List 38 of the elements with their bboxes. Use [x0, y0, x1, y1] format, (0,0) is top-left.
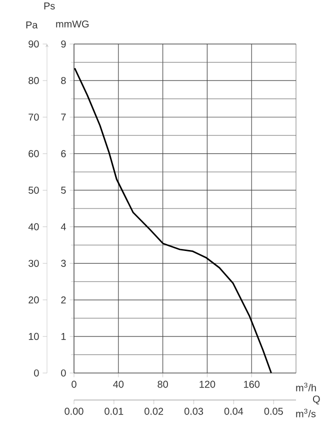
y-tick-label: 9 — [61, 40, 66, 48]
y2-tick-label: 60 — [28, 150, 39, 158]
y-tick-label: 8 — [61, 77, 66, 84]
x2-tick-label: 0.00 — [64, 408, 84, 415]
y-axis-title: mmWG — [56, 20, 89, 28]
y2-tick-label: 10 — [28, 332, 39, 340]
x2-axis-title: m$^{3}$/s — [296, 408, 316, 418]
line-series — [74, 67, 272, 374]
y2-tick-label: 0 — [34, 369, 39, 377]
y2-tick-label: 50 — [28, 186, 39, 194]
x-tick-label: 160 — [244, 380, 260, 388]
x2-tick-label: 0.04 — [224, 408, 244, 415]
y-tick-label: 1 — [61, 333, 66, 340]
x-tick-label: 40 — [113, 380, 124, 388]
y2-tick-label: 20 — [28, 296, 39, 304]
y-tick-label: 6 — [61, 150, 66, 158]
y2-tick-label: 70 — [28, 114, 39, 121]
y-tick-label: 4 — [60, 223, 66, 230]
y2-tick-label: 30 — [28, 260, 39, 267]
x2-tick-label: 0.01 — [104, 408, 124, 415]
y2-axis-title: Pa — [26, 22, 38, 28]
text: Q — [312, 396, 320, 404]
text: Ps — [44, 2, 55, 10]
x2-tick-label: 0.03 — [184, 408, 204, 415]
x2-tick-label: 0.02 — [144, 408, 164, 415]
y2-tick-label: 90 — [28, 40, 39, 48]
x-axis-title: m$^{3}$/h — [296, 382, 316, 392]
y-tick-label: 7 — [61, 114, 66, 121]
y2-tick-label: 40 — [28, 223, 39, 230]
x-tick-label: 80 — [158, 380, 168, 388]
y-tick-label: 5 — [61, 186, 66, 194]
y-tick-label: 0 — [61, 369, 66, 377]
x-tick-label: 0 — [72, 380, 76, 388]
y2-tick-label: 80 — [28, 77, 39, 84]
y-tick-label: 2 — [61, 296, 66, 304]
x-tick-label: 120 — [200, 380, 216, 388]
y-tick-label: 3 — [61, 260, 66, 267]
x2-tick-label: 0.05 — [264, 408, 283, 415]
